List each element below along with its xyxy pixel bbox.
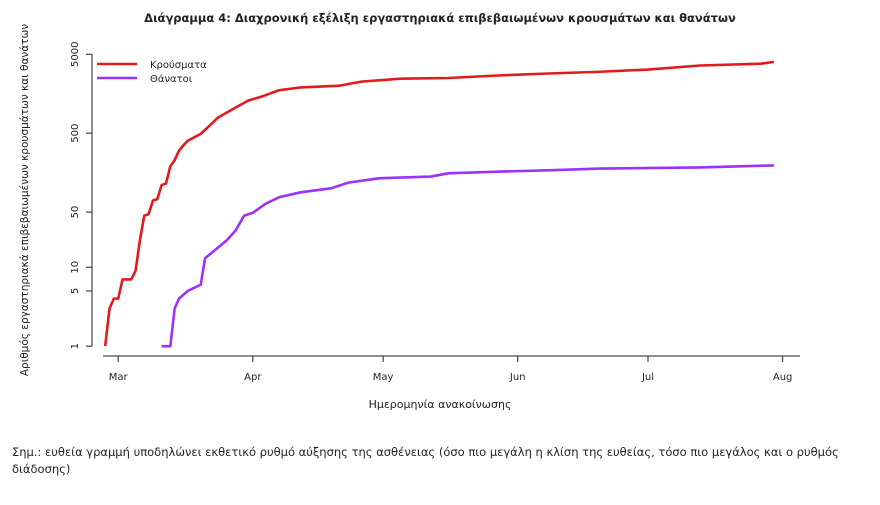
y-tick-label: 500 [70,124,81,143]
y-tick-label: 1 [70,343,81,349]
y-tick-label: 5 [70,288,81,294]
x-axis-label: Ημερομηνία ανακοίνωσης [369,398,512,411]
y-tick-label: 5000 [70,42,81,67]
chart: Διάγραμμα 4: Διαχρονική εξέλιξη εργαστηρ… [19,11,800,411]
legend-label: Κρούσματα [150,59,207,71]
y-tick-label: 10 [70,261,81,274]
x-tick-label: Apr [244,372,262,383]
chart-title: Διάγραμμα 4: Διαχρονική εξέλιξη εργαστηρ… [144,11,736,25]
data-line [161,164,774,348]
x-tick-label: Mar [109,372,129,383]
x-tick-label: Jun [509,372,526,383]
note: Σημ.: ευθεία γραμμή υποδηλώνει εκθετικό … [12,445,839,476]
y-axis-label: Αριθμός εργαστηριακά επιβεβαιωμένων κρου… [19,24,31,376]
data-line [103,60,775,347]
x-tick-label: May [373,372,394,383]
x-tick-label: Jul [641,372,654,383]
x-tick-label: Aug [773,372,793,383]
legend-label: Θάνατοι [150,73,193,85]
y-tick-label: 50 [70,206,81,219]
